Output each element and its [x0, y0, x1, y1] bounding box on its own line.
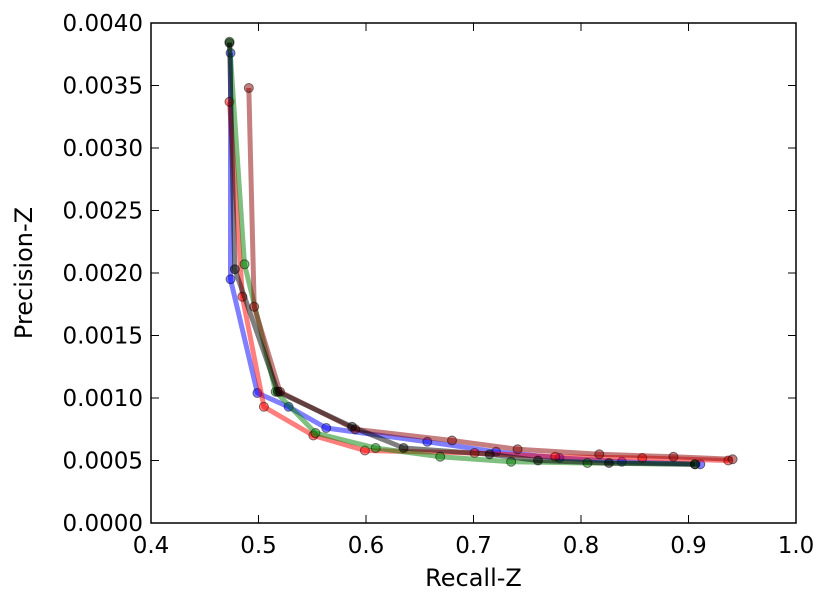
x-tick-label: 0.6	[348, 533, 385, 559]
data-point	[512, 444, 523, 455]
x-tick-label: 0.9	[670, 533, 707, 559]
y-tick-label: 0.0025	[63, 199, 143, 225]
y-tick-label: 0.0000	[63, 511, 143, 537]
y-tick-label: 0.0005	[63, 449, 143, 475]
x-tick-label: 0.7	[455, 533, 492, 559]
data-point	[727, 454, 738, 465]
ticks-layer: 0.4 0.5 0.6 0.7 0.8 0.9 1.0 0.0000 0.0005 0.0010 0…	[63, 11, 815, 559]
data-point	[239, 259, 250, 270]
y-tick-label: 0.0010	[63, 386, 143, 412]
data-point	[229, 264, 240, 275]
data-point	[272, 386, 283, 397]
data-point	[243, 83, 254, 93]
y-tick-label: 0.0020	[63, 261, 143, 287]
data-point	[258, 401, 269, 412]
data-point	[398, 443, 409, 453]
series-4	[224, 38, 700, 470]
data-point	[594, 449, 605, 460]
x-tick-label: 0.8	[563, 533, 600, 559]
y-tick-label: 0.0040	[63, 11, 143, 37]
y-axis-label: Precision-Z	[10, 207, 38, 339]
data-point	[484, 449, 495, 460]
x-tick-label: 0.5	[240, 533, 277, 559]
data-point	[689, 459, 700, 470]
data-point	[435, 451, 446, 462]
data-point	[370, 443, 381, 453]
x-tick-label: 1.0	[778, 533, 815, 559]
data-point	[533, 455, 543, 466]
series-layer	[224, 36, 738, 470]
y-tick-label: 0.0030	[63, 136, 143, 162]
x-tick-label: 0.4	[133, 533, 170, 559]
data-point	[321, 423, 332, 433]
data-point	[668, 451, 679, 462]
y-tick-label: 0.0035	[63, 74, 143, 100]
y-tick-label: 0.0015	[63, 324, 143, 350]
data-point	[224, 38, 235, 48]
data-point	[603, 458, 614, 468]
data-point	[347, 421, 358, 432]
data-point	[225, 274, 236, 285]
data-point	[447, 435, 457, 446]
data-point	[310, 428, 321, 438]
x-axis-label: Recall-Z	[425, 564, 522, 592]
